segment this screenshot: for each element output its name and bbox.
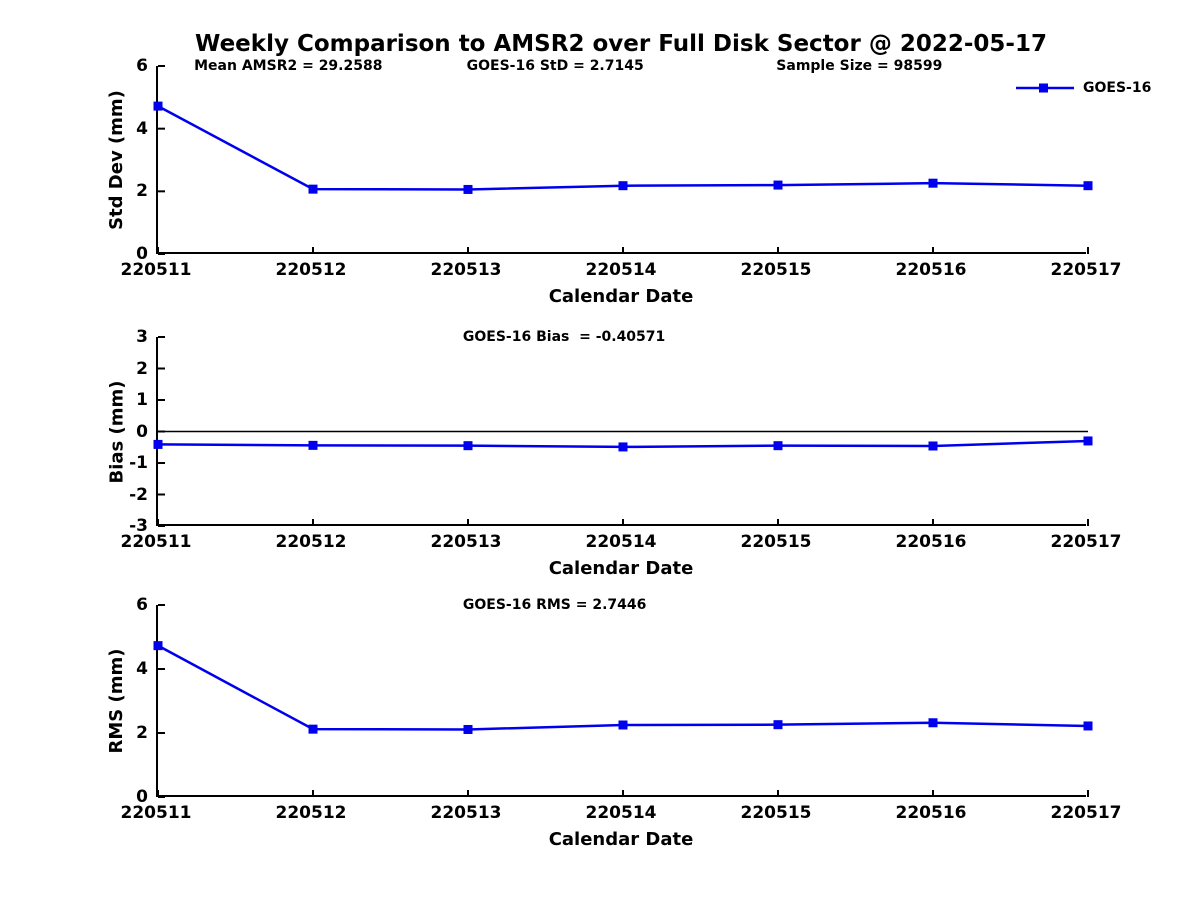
x-tick-label: 220515 [740, 532, 812, 552]
series-line-goes-16 [157, 644, 1089, 731]
x-tick-label: 220517 [1050, 260, 1122, 280]
figure-title: Weekly Comparison to AMSR2 over Full Dis… [195, 31, 1047, 57]
x-tick-label: 220513 [430, 532, 502, 552]
y-tick-label: 4 [136, 118, 148, 139]
subplot-2-plot-area [153, 336, 1093, 527]
data-point-marker [1083, 436, 1093, 446]
y-axis-label: Bias (mm) [106, 380, 127, 483]
data-point-marker [928, 718, 938, 728]
x-tick-label: 220515 [740, 260, 812, 280]
x-tick-label: 220517 [1050, 532, 1122, 552]
y-tick-label: 1 [136, 390, 148, 410]
subplot-annotation: GOES-16 StD = 2.7145 [466, 58, 644, 74]
x-tick-label: 220513 [430, 260, 502, 280]
subplot-1-svg [153, 65, 1093, 255]
data-point-marker [1083, 721, 1093, 731]
x-axis-label: Calendar Date [548, 286, 694, 307]
y-tick-label: 2 [136, 181, 148, 202]
x-tick-label: 220512 [275, 803, 347, 823]
x-tick-label: 220514 [585, 260, 657, 280]
x-tick-label: 220511 [120, 803, 192, 823]
y-tick-label: -2 [129, 484, 148, 505]
data-point-marker [308, 184, 318, 194]
data-point-marker [618, 181, 628, 191]
data-point-marker [308, 440, 318, 450]
data-point-marker [153, 641, 163, 651]
data-point-marker [618, 720, 628, 730]
legend-label: GOES-16 [1083, 80, 1152, 96]
series-line-goes-16 [157, 105, 1089, 191]
y-tick-label: 6 [136, 56, 148, 76]
x-tick-label: 220511 [120, 532, 192, 552]
data-point-marker [928, 178, 938, 188]
data-point-marker [463, 184, 473, 194]
y-tick-label: 3 [136, 327, 148, 347]
subplot-annotation: Mean AMSR2 = 29.2588 [194, 58, 383, 74]
x-tick-label: 220517 [1050, 803, 1122, 823]
x-tick-label: 220516 [895, 260, 967, 280]
x-tick-label: 220511 [120, 260, 192, 280]
x-tick-label: 220512 [275, 532, 347, 552]
x-tick-label: 220513 [430, 803, 502, 823]
data-point-marker [618, 442, 628, 452]
data-point-marker [1083, 181, 1093, 191]
data-point-marker [463, 441, 473, 451]
y-axis-label: Std Dev (mm) [106, 90, 127, 230]
x-tick-label: 220512 [275, 260, 347, 280]
data-point-marker [773, 180, 783, 190]
legend: GOES-16 [1015, 79, 1151, 97]
x-tick-label: 220516 [895, 803, 967, 823]
legend-line-sample-icon [1016, 83, 1074, 93]
y-tick-label: 4 [136, 659, 148, 679]
y-tick-label: 2 [136, 358, 148, 379]
subplot-1-plot-area [153, 65, 1093, 255]
data-point-marker [308, 724, 318, 734]
y-axis-label: RMS (mm) [106, 648, 127, 754]
data-point-marker [773, 720, 783, 730]
x-tick-label: 220514 [585, 803, 657, 823]
x-axis-label: Calendar Date [548, 558, 694, 579]
y-tick-label: -1 [129, 453, 148, 473]
y-tick-label: 2 [136, 723, 148, 743]
subplot-annotation: GOES-16 RMS = 2.7446 [462, 597, 647, 613]
data-point-marker [463, 724, 473, 734]
x-tick-label: 220514 [585, 532, 657, 552]
subplot-3-plot-area [153, 604, 1093, 798]
y-tick-label: -3 [129, 516, 148, 536]
x-axis-label: Calendar Date [548, 829, 694, 850]
data-point-marker [928, 441, 938, 451]
data-point-marker [773, 441, 783, 451]
data-point-marker [153, 439, 163, 449]
y-tick-label: 0 [136, 421, 148, 442]
x-tick-label: 220515 [740, 803, 812, 823]
subplot-2-svg [153, 336, 1093, 527]
subplot-annotation: Sample Size = 98599 [776, 58, 943, 74]
x-tick-label: 220516 [895, 532, 967, 552]
subplot-3-svg [153, 604, 1093, 798]
y-tick-label: 0 [136, 244, 148, 264]
y-tick-label: 0 [136, 787, 148, 807]
data-point-marker [153, 101, 163, 111]
y-tick-label: 6 [136, 595, 148, 615]
subplot-annotation: GOES-16 Bias = -0.40571 [462, 329, 666, 345]
